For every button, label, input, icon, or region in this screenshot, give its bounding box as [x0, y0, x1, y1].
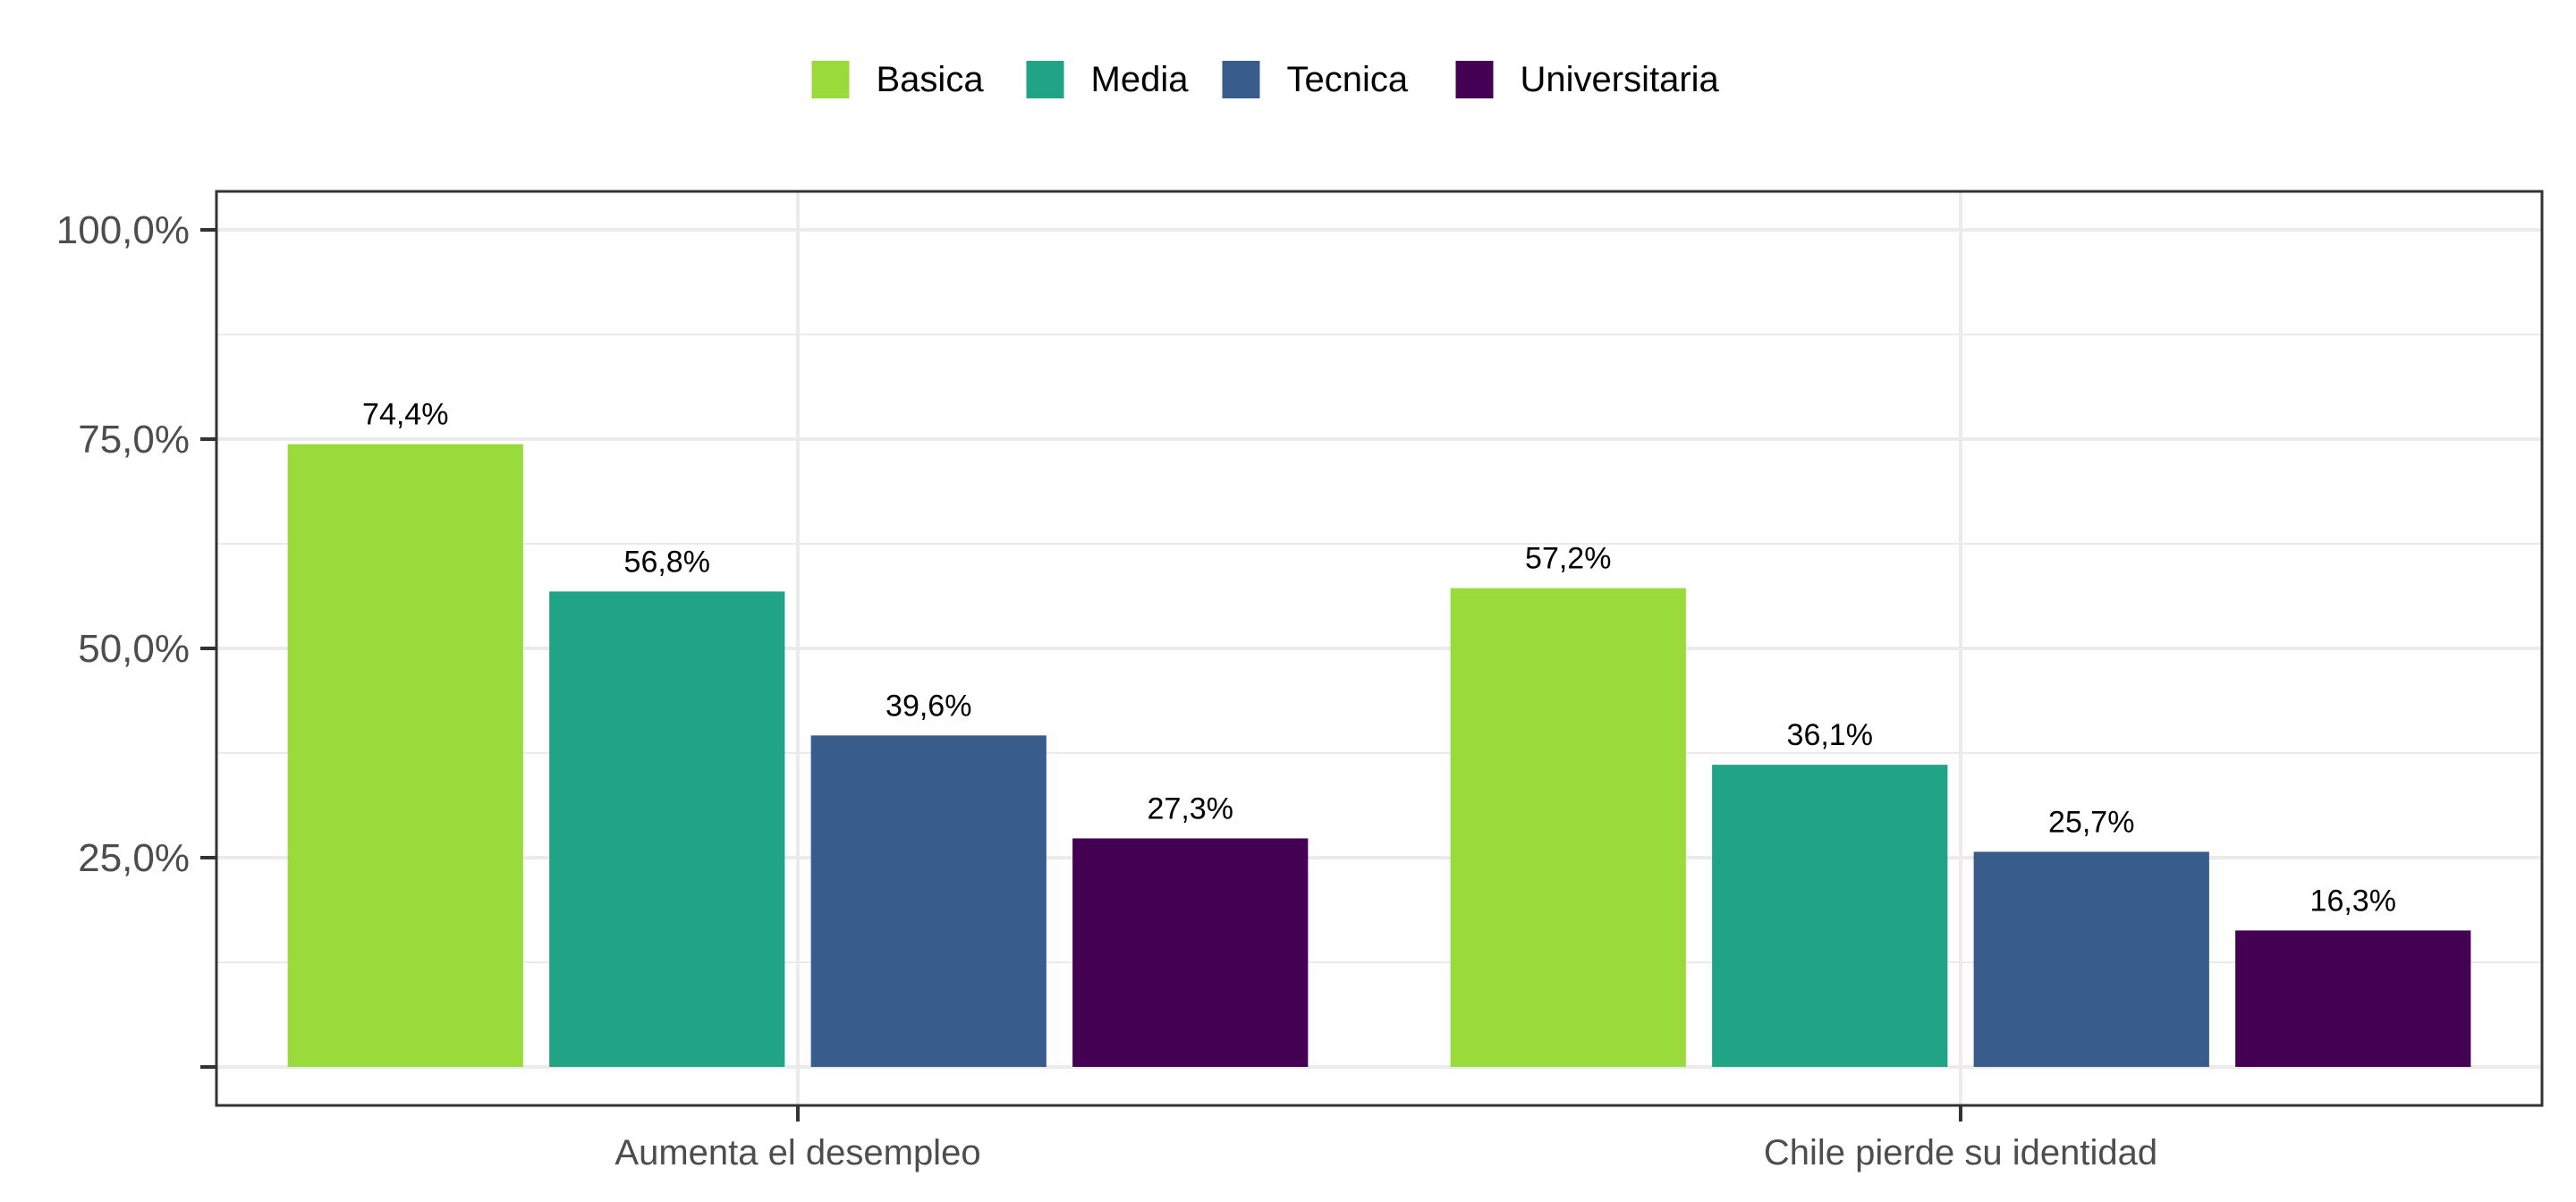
x-tick-label: Aumenta el desempleo [614, 1133, 980, 1172]
bars [287, 444, 2471, 1067]
bar-universitaria-1 [1072, 838, 1309, 1067]
data-label: 36,1% [1787, 718, 1873, 752]
legend: Basica Media Tecnica Universitaria [811, 60, 1720, 99]
data-labels: 74,4% 57,2% 56,8% 36,1% 39,6% 25,7% 27,3% 16,3% [362, 398, 2396, 918]
bar-tecnica-2 [1973, 851, 2209, 1067]
legend-swatch-basica [811, 61, 850, 98]
y-tick-label: 75,0% [78, 418, 190, 461]
y-tick-label: 25,0% [78, 836, 190, 880]
data-label: 25,7% [2048, 805, 2134, 839]
bar-media-1 [549, 591, 785, 1067]
legend-label: Universitaria [1521, 60, 1720, 99]
legend-swatch-tecnica [1222, 61, 1260, 98]
axes: 100,0% 75,0% 50,0% 25,0% Aumenta el desemple… [56, 208, 2157, 1172]
data-label: 16,3% [2310, 884, 2396, 918]
legend-label: Basica [877, 60, 985, 99]
legend-label: Tecnica [1287, 60, 1409, 99]
legend-swatch-universitaria [1455, 61, 1494, 98]
data-label: 39,6% [886, 689, 971, 723]
bar-tecnica-1 [810, 735, 1046, 1067]
data-label: 56,8% [624, 545, 710, 579]
legend-label: Media [1091, 60, 1190, 99]
data-label: 57,2% [1525, 542, 1611, 576]
x-tick-label: Chile pierde su identidad [1764, 1133, 2157, 1172]
y-tick-label: 50,0% [78, 627, 190, 671]
y-tick-label: 100,0% [56, 208, 190, 252]
data-label: 74,4% [362, 398, 448, 432]
data-label: 27,3% [1148, 791, 1233, 825]
bar-media-2 [1712, 765, 1948, 1067]
legend-swatch-media [1026, 61, 1064, 98]
bar-basica-1 [287, 444, 523, 1067]
bar-basica-2 [1450, 588, 1686, 1067]
bar-universitaria-2 [2235, 930, 2471, 1067]
